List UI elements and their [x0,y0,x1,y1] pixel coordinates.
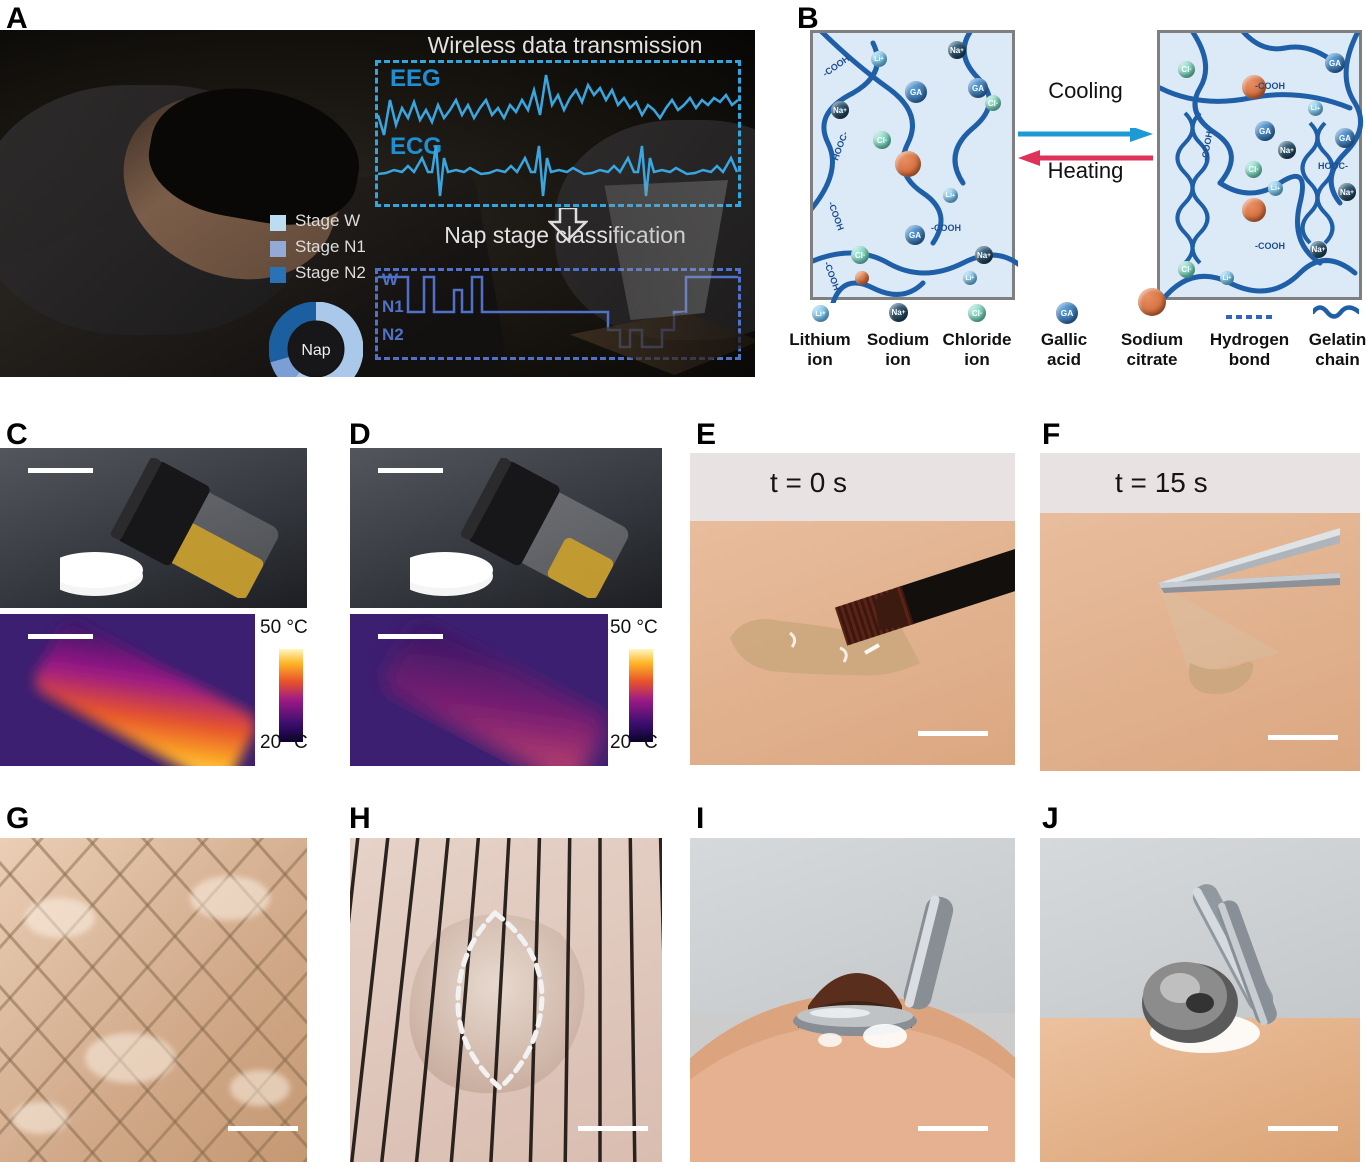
svg-text:Nap: Nap [301,342,330,359]
